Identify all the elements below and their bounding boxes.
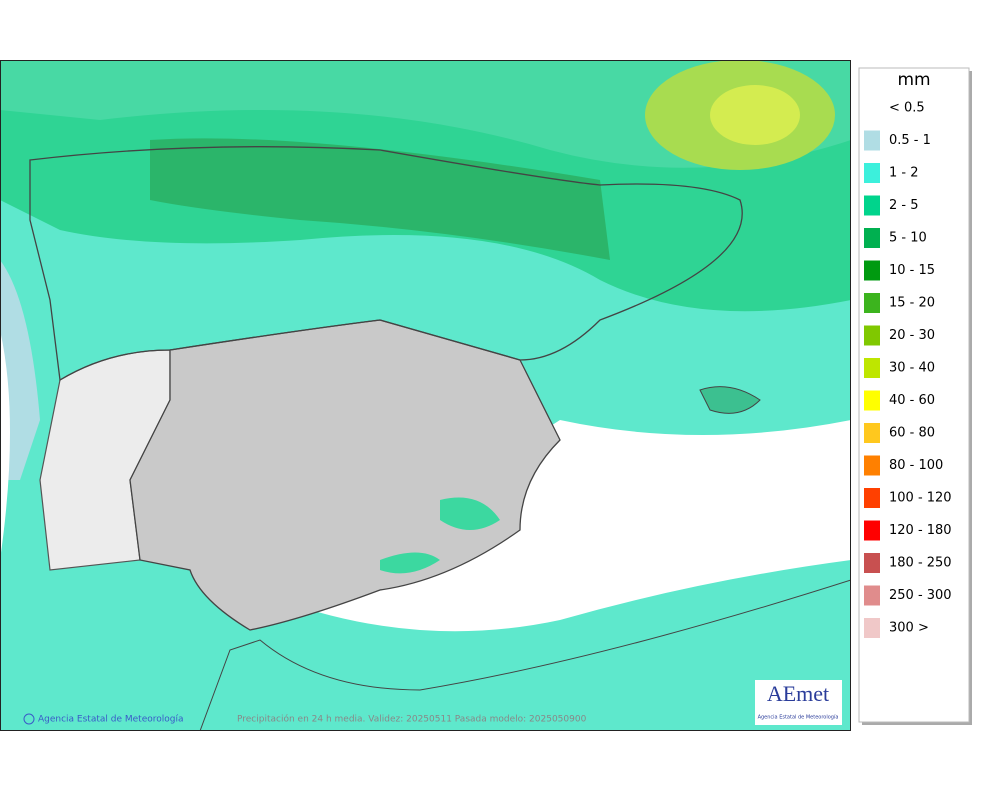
logo-subtitle: Agencia Estatal de Meteorología — [758, 714, 839, 721]
legend-label: 15 - 20 — [889, 296, 935, 311]
legend: < 0.5 0.5 - 1 1 - 2 2 - 5 5 - 10 10 - 15 15 - … — [864, 101, 952, 638]
rain-zone — [380, 497, 500, 574]
legend-label: < 0.5 — [889, 101, 925, 116]
legend-swatch — [864, 520, 880, 541]
legend-swatch — [864, 358, 880, 378]
coastline — [29, 146, 743, 382]
rain-zone — [190, 590, 851, 731]
legend-swatch — [864, 488, 880, 508]
sea-dry — [0, 330, 10, 560]
map: Agencia Estatal de Meteorología Precipit… — [0, 60, 851, 731]
rain-zone — [0, 260, 40, 480]
legend-label: 2 - 5 — [889, 198, 919, 213]
legend-swatch — [864, 163, 880, 183]
legend-swatch — [864, 585, 880, 606]
legend-swatch — [864, 325, 880, 346]
agency-credit: Agencia Estatal de Meteorología — [38, 715, 184, 725]
logo-name: AEmet — [767, 681, 829, 706]
rain-zone — [710, 85, 800, 145]
legend-label: 300 > — [889, 621, 929, 636]
coastline — [199, 579, 851, 731]
legend-swatch — [864, 455, 880, 476]
copyright-icon — [23, 713, 35, 725]
legend-label: 5 - 10 — [889, 231, 927, 246]
legend-swatch — [864, 293, 880, 313]
rain-zone — [0, 60, 851, 168]
legend-label: 30 - 40 — [889, 361, 935, 376]
legend-label: 1 - 2 — [889, 166, 919, 181]
legend-label: 120 - 180 — [889, 523, 952, 538]
legend-label: 100 - 120 — [889, 491, 952, 506]
legend-label: 40 - 60 — [889, 393, 935, 408]
legend-swatch — [864, 228, 880, 248]
rain-zone — [150, 138, 610, 260]
map-caption: Precipitación en 24 h media. Validez: 20… — [237, 714, 587, 725]
legend-label: 250 - 300 — [889, 588, 952, 603]
legend-label: 80 - 100 — [889, 458, 943, 473]
legend-label: 0.5 - 1 — [889, 133, 931, 148]
legend-label: 180 - 250 — [889, 556, 952, 571]
legend-swatch — [864, 423, 880, 443]
logo-box — [755, 680, 842, 725]
legend-label: 10 - 15 — [889, 263, 935, 278]
legend-title: mm — [897, 70, 930, 90]
legend-swatch — [864, 260, 880, 281]
map-frame — [0, 60, 851, 731]
legend-swatch — [864, 195, 880, 216]
legend-swatch — [864, 130, 880, 151]
legend-label: 20 - 30 — [889, 328, 935, 343]
legend-swatch — [864, 390, 880, 411]
island — [699, 386, 761, 414]
legend-label: 60 - 80 — [889, 426, 935, 441]
legend-swatch — [864, 618, 880, 638]
legend-swatch — [864, 553, 880, 573]
